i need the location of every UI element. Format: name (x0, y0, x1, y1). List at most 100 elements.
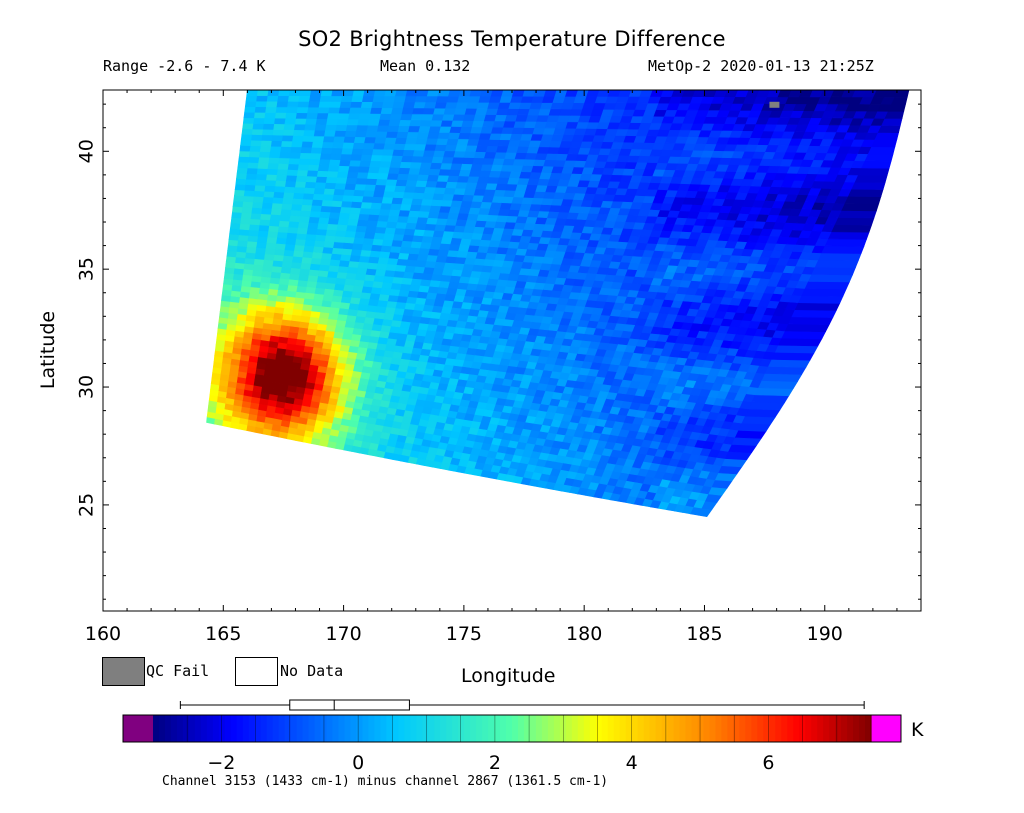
swath-cell (306, 227, 319, 235)
swath-cell (428, 168, 442, 176)
swath-cell (380, 202, 393, 210)
swath-cell (280, 146, 293, 153)
swath-cell (465, 181, 478, 190)
swath-cell (296, 169, 309, 177)
colorbar-segment (577, 715, 585, 742)
swath-cell (336, 223, 349, 232)
colorbar-segment (829, 715, 836, 742)
swath-cell (459, 126, 473, 134)
swath-cell (480, 89, 494, 97)
colorbar-segment (338, 715, 346, 742)
swath-cell (232, 205, 244, 213)
colorbar-segment (476, 715, 483, 742)
swath-cell (344, 278, 356, 286)
colorbar-segment (494, 715, 501, 742)
swath-cell (378, 166, 391, 174)
swath-cell (234, 189, 246, 197)
swath-cell (341, 147, 354, 155)
swath-cell (429, 242, 442, 250)
swath-cell (337, 265, 350, 274)
swath-cell (259, 145, 272, 153)
swath-cell (315, 176, 328, 183)
swath-cell (470, 163, 484, 171)
swath-cell (375, 226, 387, 234)
swath-cell (445, 101, 459, 109)
colorbar-segment (398, 715, 405, 742)
swath-cell (344, 183, 357, 191)
swath-cell (307, 222, 320, 230)
swath-cell (330, 253, 343, 261)
colorbar-segment (643, 715, 651, 742)
swath-cell (420, 241, 433, 250)
swath-cell (366, 219, 379, 228)
swath-cell (283, 191, 295, 199)
colorbar-segment (733, 715, 740, 742)
swath-cell (397, 125, 411, 133)
swath-cell (467, 138, 480, 146)
swath-cell (480, 126, 494, 134)
swath-cell (243, 189, 256, 197)
swath-cell (383, 275, 395, 284)
swath-cell (340, 153, 353, 161)
swath-cell (369, 250, 382, 258)
swath-cell (373, 190, 386, 198)
swath-cell (248, 150, 261, 158)
qc-fail-label: QC Fail (146, 662, 210, 680)
swath-cell (285, 180, 297, 188)
colorbar-segment (721, 715, 728, 742)
swath-cell (380, 154, 394, 162)
swath-cell (271, 134, 284, 142)
colorbar-segment (655, 715, 663, 742)
swath-cell (405, 222, 418, 230)
swath-cell (376, 220, 389, 228)
swath-cell (373, 232, 386, 240)
swath-cell (433, 150, 446, 158)
swath-cell (371, 196, 384, 204)
swath-cell (260, 213, 272, 221)
swath-cell (240, 212, 253, 220)
swath-cell (252, 123, 265, 130)
swath-cell (304, 239, 316, 247)
swath-cell (463, 114, 476, 122)
colorbar-segment (709, 715, 717, 742)
swath-cell (276, 100, 289, 108)
swath-cell (273, 123, 286, 130)
swath-cell (256, 173, 268, 181)
swath-cell (281, 203, 293, 211)
swath-cell (334, 182, 347, 190)
swath-cell (392, 101, 406, 109)
swath-cell (345, 230, 357, 238)
swath-cell (264, 185, 276, 193)
swath-cell (393, 143, 407, 151)
swath-cell (432, 230, 445, 238)
swath-cell (410, 240, 423, 249)
swath-cell (368, 166, 381, 174)
colorbar-segment (488, 715, 495, 742)
swath-cell (427, 174, 440, 182)
swath-cell (444, 187, 457, 195)
colorbar-segment (727, 715, 734, 742)
colorbar-segment (763, 715, 770, 742)
swath-cell (321, 199, 334, 207)
swath-cell (272, 129, 285, 136)
swath-cell (402, 191, 415, 199)
swath-cell (290, 146, 303, 154)
swath-cell (351, 95, 364, 103)
colorbar-segment (374, 715, 381, 742)
swath-cell (331, 147, 344, 155)
swath-cell (419, 119, 433, 127)
swath-cell (403, 143, 417, 151)
swath-cell (356, 267, 368, 275)
swath-cell (291, 140, 304, 148)
swath-cell (249, 145, 262, 152)
swath-cell (442, 193, 455, 201)
swath-cell (418, 210, 431, 218)
swath-cell (452, 113, 466, 121)
swath-cell (264, 112, 277, 119)
colorbar-under-swatch (123, 715, 153, 742)
swath-cell (372, 238, 385, 246)
swath-cell (362, 237, 375, 245)
swath-cell (446, 95, 460, 103)
colorbar-segment (200, 715, 208, 742)
range-readout: Range -2.6 - 7.4 K (103, 57, 266, 75)
